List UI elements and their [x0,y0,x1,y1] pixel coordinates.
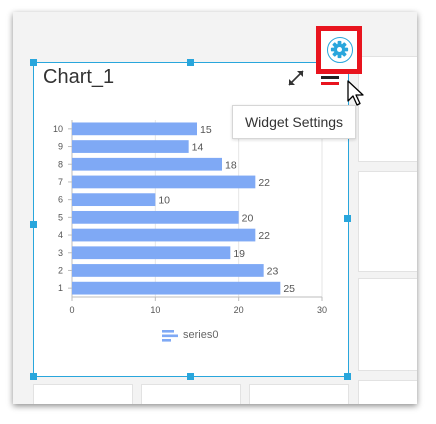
resize-handle-left[interactable] [30,221,37,228]
expand-icon[interactable] [287,69,305,87]
menu-icon[interactable] [321,76,339,86]
bar [72,246,231,260]
legend-bar-icon [162,330,178,342]
resize-handle-top-left[interactable] [30,59,37,66]
bar [72,264,264,277]
empty-tile [249,384,349,404]
legend-bar-icon-stroke [162,330,174,333]
x-tick-label: 10 [150,305,160,315]
data-label: 18 [225,159,237,171]
empty-tile [141,384,241,404]
legend-label: series0 [183,329,219,341]
dashboard-canvas: Chart_1 0 10 20 30 1 25 2 23 3 19 4 22 5 20 6 10 7 22 8 18 9… [13,12,417,404]
empty-tile [358,380,417,404]
x-tick-label: 0 [69,305,74,315]
data-label: 22 [258,177,270,189]
resize-handle-bottom-left[interactable] [30,373,37,380]
bar [72,193,156,207]
empty-tile [33,384,133,404]
cursor-icon [347,80,364,106]
y-tick-label: 1 [58,283,63,293]
highlight-box [316,26,362,74]
legend-bar-icon-stroke [162,339,171,342]
bar [72,122,197,136]
y-tick-label: 9 [58,142,63,152]
y-tick-label: 3 [58,248,63,258]
data-label: 14 [192,142,204,154]
widget-settings-tooltip: Widget Settings [232,105,356,139]
bar [72,210,239,224]
data-label: 20 [242,212,254,224]
x-tick-label: 30 [317,305,327,315]
gear-icon-hole [337,47,342,52]
y-tick-label: 4 [58,230,63,240]
empty-tile [358,278,417,371]
data-label: 15 [200,124,212,136]
empty-tile [358,56,417,162]
data-label: 10 [158,195,170,207]
y-tick-label: 10 [53,124,63,134]
empty-tile [358,171,417,272]
y-tick-label: 2 [58,265,63,275]
data-label: 25 [283,283,295,295]
resize-handle-top[interactable] [187,59,194,66]
y-tick-label: 8 [58,159,63,169]
bar [72,140,189,153]
y-tick-label: 5 [58,212,63,222]
gear-icon [330,40,349,59]
bar [72,157,222,171]
legend-bar-icon-stroke [162,334,178,338]
data-label: 22 [258,230,270,242]
bar [72,281,281,295]
y-tick-label: 7 [58,177,63,187]
resize-handle-right[interactable] [344,215,351,222]
resize-handle-bottom[interactable] [187,373,194,380]
bar [72,228,256,242]
x-tick-label: 20 [234,305,244,315]
bar [72,175,256,189]
widget-title: Chart_1 [43,66,115,88]
data-label: 19 [233,248,245,260]
widget-settings-button[interactable] [327,37,353,63]
resize-handle-bottom-right[interactable] [344,373,351,380]
bar-chart: 0 10 20 30 1 25 2 23 3 19 4 22 5 20 6 10 7 22 8 18 9 14 10 15 [53,120,327,315]
y-tick-label: 6 [58,195,63,205]
data-label: 23 [267,265,279,277]
